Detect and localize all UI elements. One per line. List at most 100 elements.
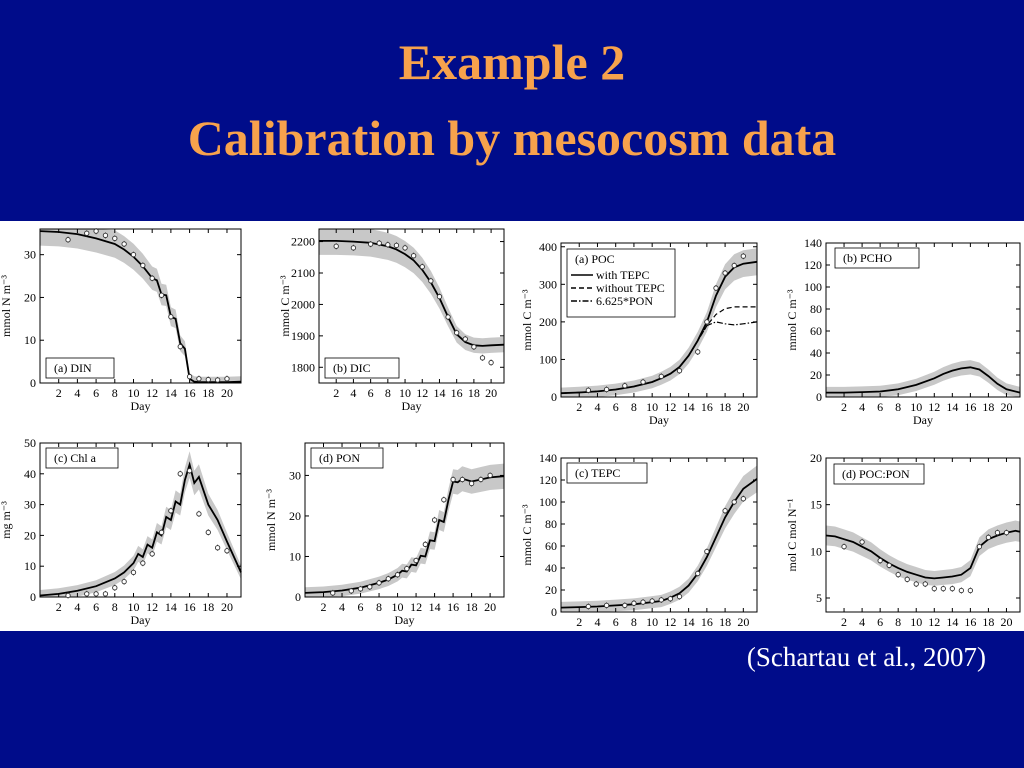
panel-label: (b) PCHO [843, 251, 892, 265]
x-tick-label: 20 [485, 386, 497, 400]
x-tick-label: 8 [631, 615, 637, 629]
x-axis-label: Day [649, 628, 669, 631]
data-point [985, 534, 992, 540]
panel-label: (b) DIC [333, 361, 371, 375]
x-tick-label: 2 [841, 400, 847, 414]
data-point [357, 586, 364, 592]
data-point [585, 387, 591, 393]
x-tick-label: 20 [737, 400, 749, 414]
data-point [376, 580, 382, 586]
panel-legend-box [45, 447, 119, 469]
y-tick-label: 30 [24, 248, 36, 262]
y-tick-label: 1900 [291, 329, 315, 343]
y-tick-label: 0 [551, 390, 557, 404]
data-point [676, 368, 683, 374]
y-tick-label: 80 [810, 302, 822, 316]
x-tick-label: 20 [1000, 615, 1012, 629]
uncertainty-band [40, 229, 241, 383]
x-tick-label: 6 [613, 400, 619, 414]
x-tick-label: 14 [165, 386, 177, 400]
data-point [393, 242, 400, 248]
x-tick-label: 16 [447, 600, 459, 614]
y-tick-label: 20 [810, 451, 822, 465]
data-point [631, 600, 637, 606]
data-point [454, 330, 460, 336]
data-point [622, 602, 628, 609]
x-axis-label: Day [649, 413, 669, 427]
data-point [722, 270, 728, 276]
panel-legend-box [310, 447, 384, 469]
panel-label: (c) TEPC [575, 466, 620, 480]
y-tick-label: 10 [289, 549, 301, 563]
x-tick-label: 14 [946, 400, 958, 414]
x-tick-label: 20 [221, 600, 233, 614]
data-point [121, 241, 127, 247]
x-tick-label: 12 [664, 615, 676, 629]
data-point [603, 386, 610, 393]
series-line [39, 461, 242, 597]
data-point [441, 497, 447, 503]
x-tick-label: 10 [910, 615, 922, 629]
x-tick-label: 2 [56, 386, 62, 400]
x-axis-label: Day [131, 613, 151, 627]
data-point [740, 496, 746, 502]
y-tick-label: 1800 [291, 360, 315, 374]
data-point [841, 544, 847, 550]
data-point [445, 314, 451, 320]
x-tick-label: 18 [982, 400, 994, 414]
data-point [367, 584, 373, 590]
x-tick-label: 6 [613, 615, 619, 629]
x-tick-label: 18 [202, 600, 214, 614]
y-tick-label: 30 [24, 498, 36, 512]
data-point [931, 586, 937, 592]
data-point [895, 572, 901, 578]
y-tick-label: 0 [295, 590, 301, 604]
x-tick-label: 2 [576, 400, 582, 414]
data-point [413, 557, 419, 564]
data-point [976, 544, 983, 550]
data-point [622, 383, 628, 389]
y-tick-label: 2000 [291, 297, 315, 311]
x-tick-label: 6 [368, 386, 374, 400]
x-axis-label: Day [131, 399, 151, 413]
data-point [177, 343, 183, 350]
data-point [205, 529, 211, 535]
data-point [922, 581, 928, 587]
x-axis-label: Day [395, 613, 415, 627]
chart-panel-2: 2 4 6 8 10 12 14 16 18 20 1800 1900 2000 2100 2200 Day m… [278, 228, 505, 413]
figure-panel-grid: 2 4 6 8 10 12 14 16 18 20 0 10 20 30 Day mmol N m⁻³ (a) … [0, 221, 1024, 631]
data-point [471, 344, 477, 350]
x-axis-label: Day [913, 628, 933, 631]
x-tick-label: 6 [358, 600, 364, 614]
x-tick-label: 18 [719, 400, 731, 414]
y-axis-label: mmol C m⁻³ [278, 275, 292, 337]
x-tick-label: 18 [202, 386, 214, 400]
legend-entry: 6.625*PON [596, 294, 653, 308]
x-tick-label: 12 [664, 400, 676, 414]
data-point [722, 508, 728, 514]
data-point [404, 565, 410, 572]
series-line [826, 366, 1021, 394]
panel-label: (d) PON [319, 451, 360, 465]
y-tick-label: 400 [539, 240, 557, 254]
data-point [487, 472, 493, 479]
plot-frame [318, 228, 505, 384]
series-line [39, 230, 242, 384]
data-point [713, 285, 719, 291]
x-tick-label: 10 [392, 600, 404, 614]
panel-legend-box [324, 357, 400, 379]
x-tick-label: 2 [576, 615, 582, 629]
x-tick-label: 8 [112, 386, 118, 400]
x-tick-label: 14 [683, 400, 695, 414]
data-point [112, 585, 118, 591]
y-tick-label: 50 [24, 436, 36, 450]
x-tick-label: 10 [127, 386, 139, 400]
y-tick-label: 20 [810, 368, 822, 382]
panel-label: (c) Chl a [54, 451, 97, 465]
data-point [168, 314, 174, 320]
panel-legend-box [566, 462, 648, 484]
y-tick-label: 140 [804, 236, 822, 250]
data-point [196, 376, 202, 382]
data-point [84, 230, 90, 236]
x-tick-label: 12 [410, 600, 422, 614]
